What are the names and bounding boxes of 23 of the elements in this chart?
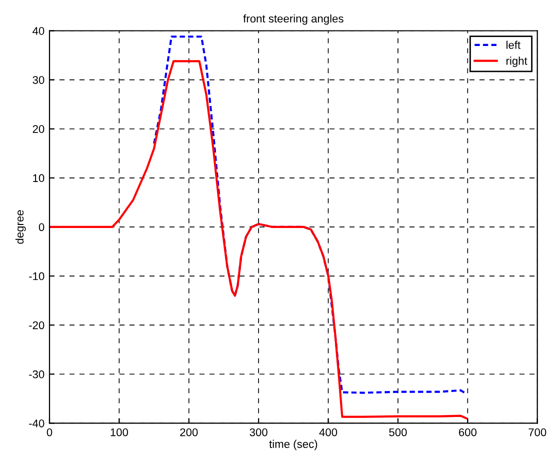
y-tick-label: 10 xyxy=(33,174,44,182)
chart-title: front steering angles xyxy=(243,14,344,25)
line-series xyxy=(50,60,468,420)
x-tick-label: 600 xyxy=(458,428,476,436)
legend-label: left xyxy=(506,40,520,49)
y-tick-label: 0 xyxy=(38,223,44,232)
x-tick-label: 400 xyxy=(319,428,338,436)
x-axis-title: time (sec) xyxy=(269,440,318,450)
legend-label: right xyxy=(506,56,528,68)
y-tick-label: -40 xyxy=(29,419,44,428)
x-tick-label: 700 xyxy=(528,428,546,436)
y-tick-label: -20 xyxy=(29,321,44,330)
x-tick-label: 200 xyxy=(180,428,198,436)
x-tick-label: 0 xyxy=(46,428,52,436)
x-tick-label: 500 xyxy=(389,428,407,436)
y-tick-label: 30 xyxy=(32,76,44,84)
x-tick-label: 300 xyxy=(250,428,268,436)
y-tick-label: 40 xyxy=(32,27,44,35)
y-tick-label: 20 xyxy=(32,125,44,133)
x-tick-label: 100 xyxy=(110,428,128,436)
y-tick-label: -30 xyxy=(29,370,44,378)
y-tick-label: -10 xyxy=(29,272,44,280)
y-axis-title: degree xyxy=(15,210,26,244)
